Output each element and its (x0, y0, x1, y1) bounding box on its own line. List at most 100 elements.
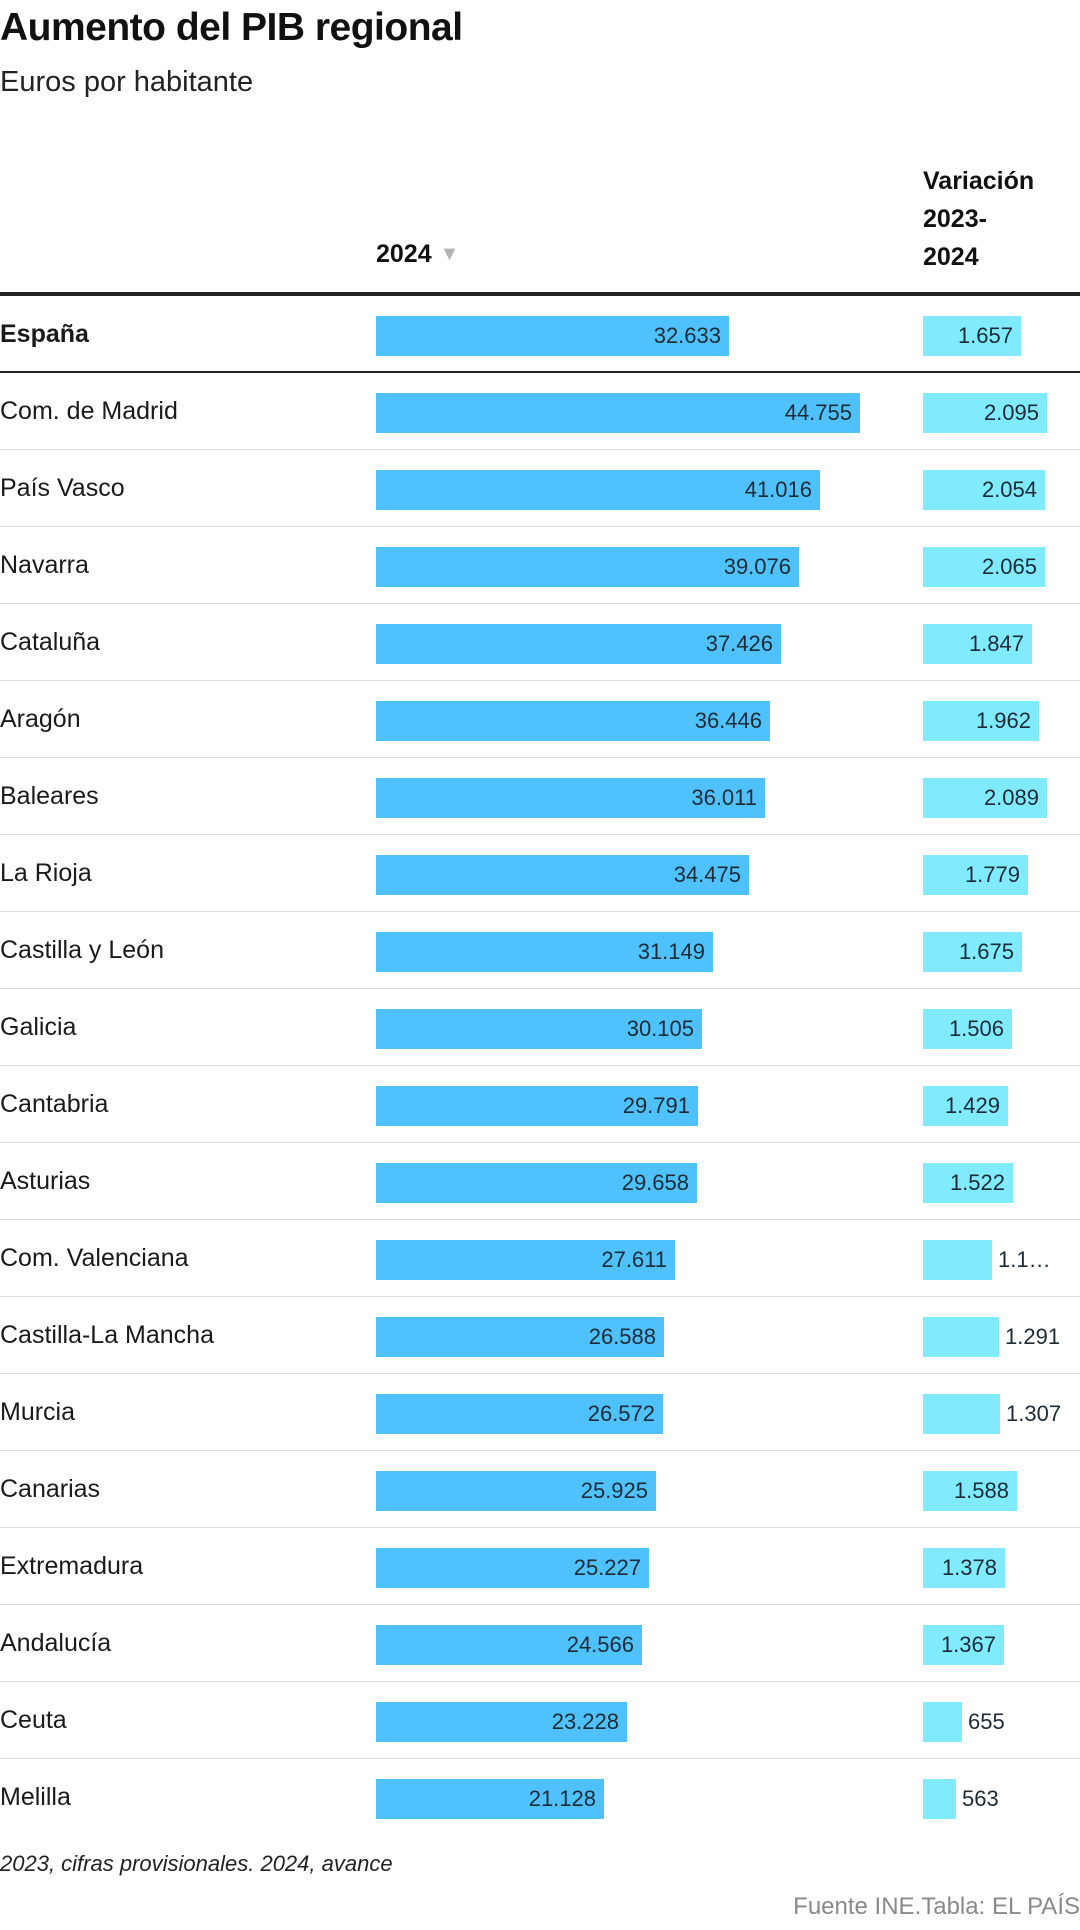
bar-2024 (376, 1548, 649, 1588)
bar-variation (923, 1009, 1012, 1049)
bar-2024 (376, 1471, 656, 1511)
bar-variation (923, 1163, 1013, 1203)
bar-2024-value-label: 21.128 (528, 1786, 596, 1811)
bar-variation (923, 547, 1045, 587)
bar-variation-value-label: 1.378 (941, 1555, 997, 1580)
bar-2024 (376, 1086, 698, 1126)
region-name: Com. Valenciana (0, 1244, 189, 1272)
column-header-variation-line-2: 2023- (923, 205, 987, 233)
bar-2024-value-label: 31.149 (637, 939, 705, 964)
table-row: España 32.633 1.657 (0, 296, 1080, 373)
table-row: Extremadura 25.227 1.378 (0, 1528, 1080, 1605)
region-name: Ceuta (0, 1706, 67, 1734)
region-name: Andalucía (0, 1629, 112, 1657)
bar-variation-value-label: 2.054 (981, 477, 1037, 502)
bar-2024-value-label: 25.925 (580, 1478, 648, 1503)
bar-2024 (376, 932, 713, 972)
header-divider (0, 292, 1080, 296)
region-name: Cantabria (0, 1090, 109, 1118)
bar-variation (923, 1471, 1017, 1511)
bar-2024 (376, 393, 860, 433)
table-row: Cataluña 37.426 1.847 (0, 604, 1080, 681)
bar-2024-value-label: 23.228 (551, 1709, 619, 1734)
bar-2024 (376, 855, 749, 895)
bar-2024-value-label: 32.633 (653, 323, 721, 348)
bar-variation (923, 1086, 1008, 1126)
bar-variation (923, 470, 1045, 510)
table-row: Andalucía 24.566 1.367 (0, 1605, 1080, 1682)
bar-2024-value-label: 30.105 (626, 1016, 694, 1041)
bar-2024-value-label: 44.755 (784, 400, 852, 425)
bar-variation (923, 1240, 992, 1280)
bar-2024 (376, 1009, 702, 1049)
bar-2024 (376, 1163, 697, 1203)
footnote: 2023, cifras provisionales. 2024, avance (0, 1851, 393, 1876)
region-name: Navarra (0, 551, 89, 579)
table-row: Galicia 30.105 1.506 (0, 989, 1080, 1066)
bar-2024-value-label: 41.016 (744, 477, 812, 502)
bar-variation-value-label: 1.1… (998, 1247, 1051, 1272)
table-body: España 32.633 1.657 Com. de Madrid 44.755 2.0… (0, 296, 1080, 1835)
table-row: Canarias 25.925 1.588 (0, 1451, 1080, 1528)
bar-2024-value-label: 36.446 (694, 708, 762, 733)
table-row: Ceuta 23.228 655 (0, 1682, 1080, 1759)
table-row: Baleares 36.011 2.089 (0, 758, 1080, 835)
bar-variation-value-label: 2.065 (981, 554, 1037, 579)
bar-variation-value-label: 1.429 (944, 1093, 1000, 1118)
bar-2024 (376, 1702, 627, 1742)
bar-variation (923, 1702, 962, 1742)
bar-2024 (376, 1394, 663, 1434)
bar-variation-value-label: 1.522 (949, 1170, 1005, 1195)
bar-variation (923, 1548, 1005, 1588)
bar-2024 (376, 1625, 642, 1665)
sort-desc-triangle-icon: ▼ (439, 243, 460, 265)
table-row: País Vasco 41.016 2.054 (0, 450, 1080, 527)
bar-2024-value-label: 27.611 (601, 1247, 667, 1272)
table-row: Cantabria 29.791 1.429 (0, 1066, 1080, 1143)
bar-2024-value-label: 29.791 (622, 1093, 690, 1118)
table-row: Com. de Madrid 44.755 2.095 (0, 373, 1080, 450)
table-row: Com. Valenciana 27.611 1.1… (0, 1220, 1080, 1297)
bar-2024-value-label: 34.475 (673, 862, 741, 887)
bar-variation (923, 855, 1028, 895)
column-header-variation[interactable]: Variación 2023- 2024 (923, 162, 1073, 276)
region-name: Murcia (0, 1398, 76, 1426)
table-row: Murcia 26.572 1.307 (0, 1374, 1080, 1451)
region-name: Com. de Madrid (0, 397, 178, 425)
bar-variation-value-label: 1.588 (953, 1478, 1009, 1503)
bar-variation-value-label: 1.367 (940, 1632, 996, 1657)
bar-2024-value-label: 24.566 (566, 1632, 634, 1657)
region-name: Extremadura (0, 1552, 144, 1580)
bar-2024 (376, 778, 765, 818)
region-name: Castilla-La Mancha (0, 1321, 214, 1349)
bar-variation (923, 316, 1021, 356)
column-header-2024[interactable]: 2024 ▼ (376, 238, 459, 270)
source-credit: Fuente INE.Tabla: EL PAÍS (793, 1893, 1080, 1920)
bar-variation-value-label: 2.089 (983, 785, 1039, 810)
region-name: Aragón (0, 705, 81, 733)
bar-2024-value-label: 29.658 (621, 1170, 689, 1195)
region-name: Cataluña (0, 628, 101, 656)
region-name: España (0, 320, 89, 348)
bar-2024-value-label: 39.076 (723, 554, 791, 579)
region-name: Baleares (0, 782, 99, 810)
bar-2024 (376, 547, 799, 587)
region-name: La Rioja (0, 859, 92, 887)
region-name: Canarias (0, 1475, 101, 1503)
table-row: Aragón 36.446 1.962 (0, 681, 1080, 758)
bar-variation-value-label: 563 (962, 1786, 999, 1811)
bar-variation (923, 1317, 999, 1357)
bar-variation-value-label: 1.847 (968, 631, 1024, 656)
bar-variation (923, 1394, 1000, 1434)
chart-subtitle: Euros por habitante (0, 66, 254, 98)
bar-2024 (376, 701, 770, 741)
bar-variation (923, 624, 1032, 664)
table-row: Melilla 21.128 563 (0, 1759, 1080, 1835)
region-name: Asturias (0, 1167, 91, 1195)
bar-2024 (376, 624, 781, 664)
bar-variation (923, 701, 1039, 741)
bar-2024-value-label: 25.227 (573, 1555, 641, 1580)
bar-variation (923, 932, 1022, 972)
table-row: Castilla-La Mancha 26.588 1.291 (0, 1297, 1080, 1374)
bar-variation-value-label: 1.779 (964, 862, 1020, 887)
